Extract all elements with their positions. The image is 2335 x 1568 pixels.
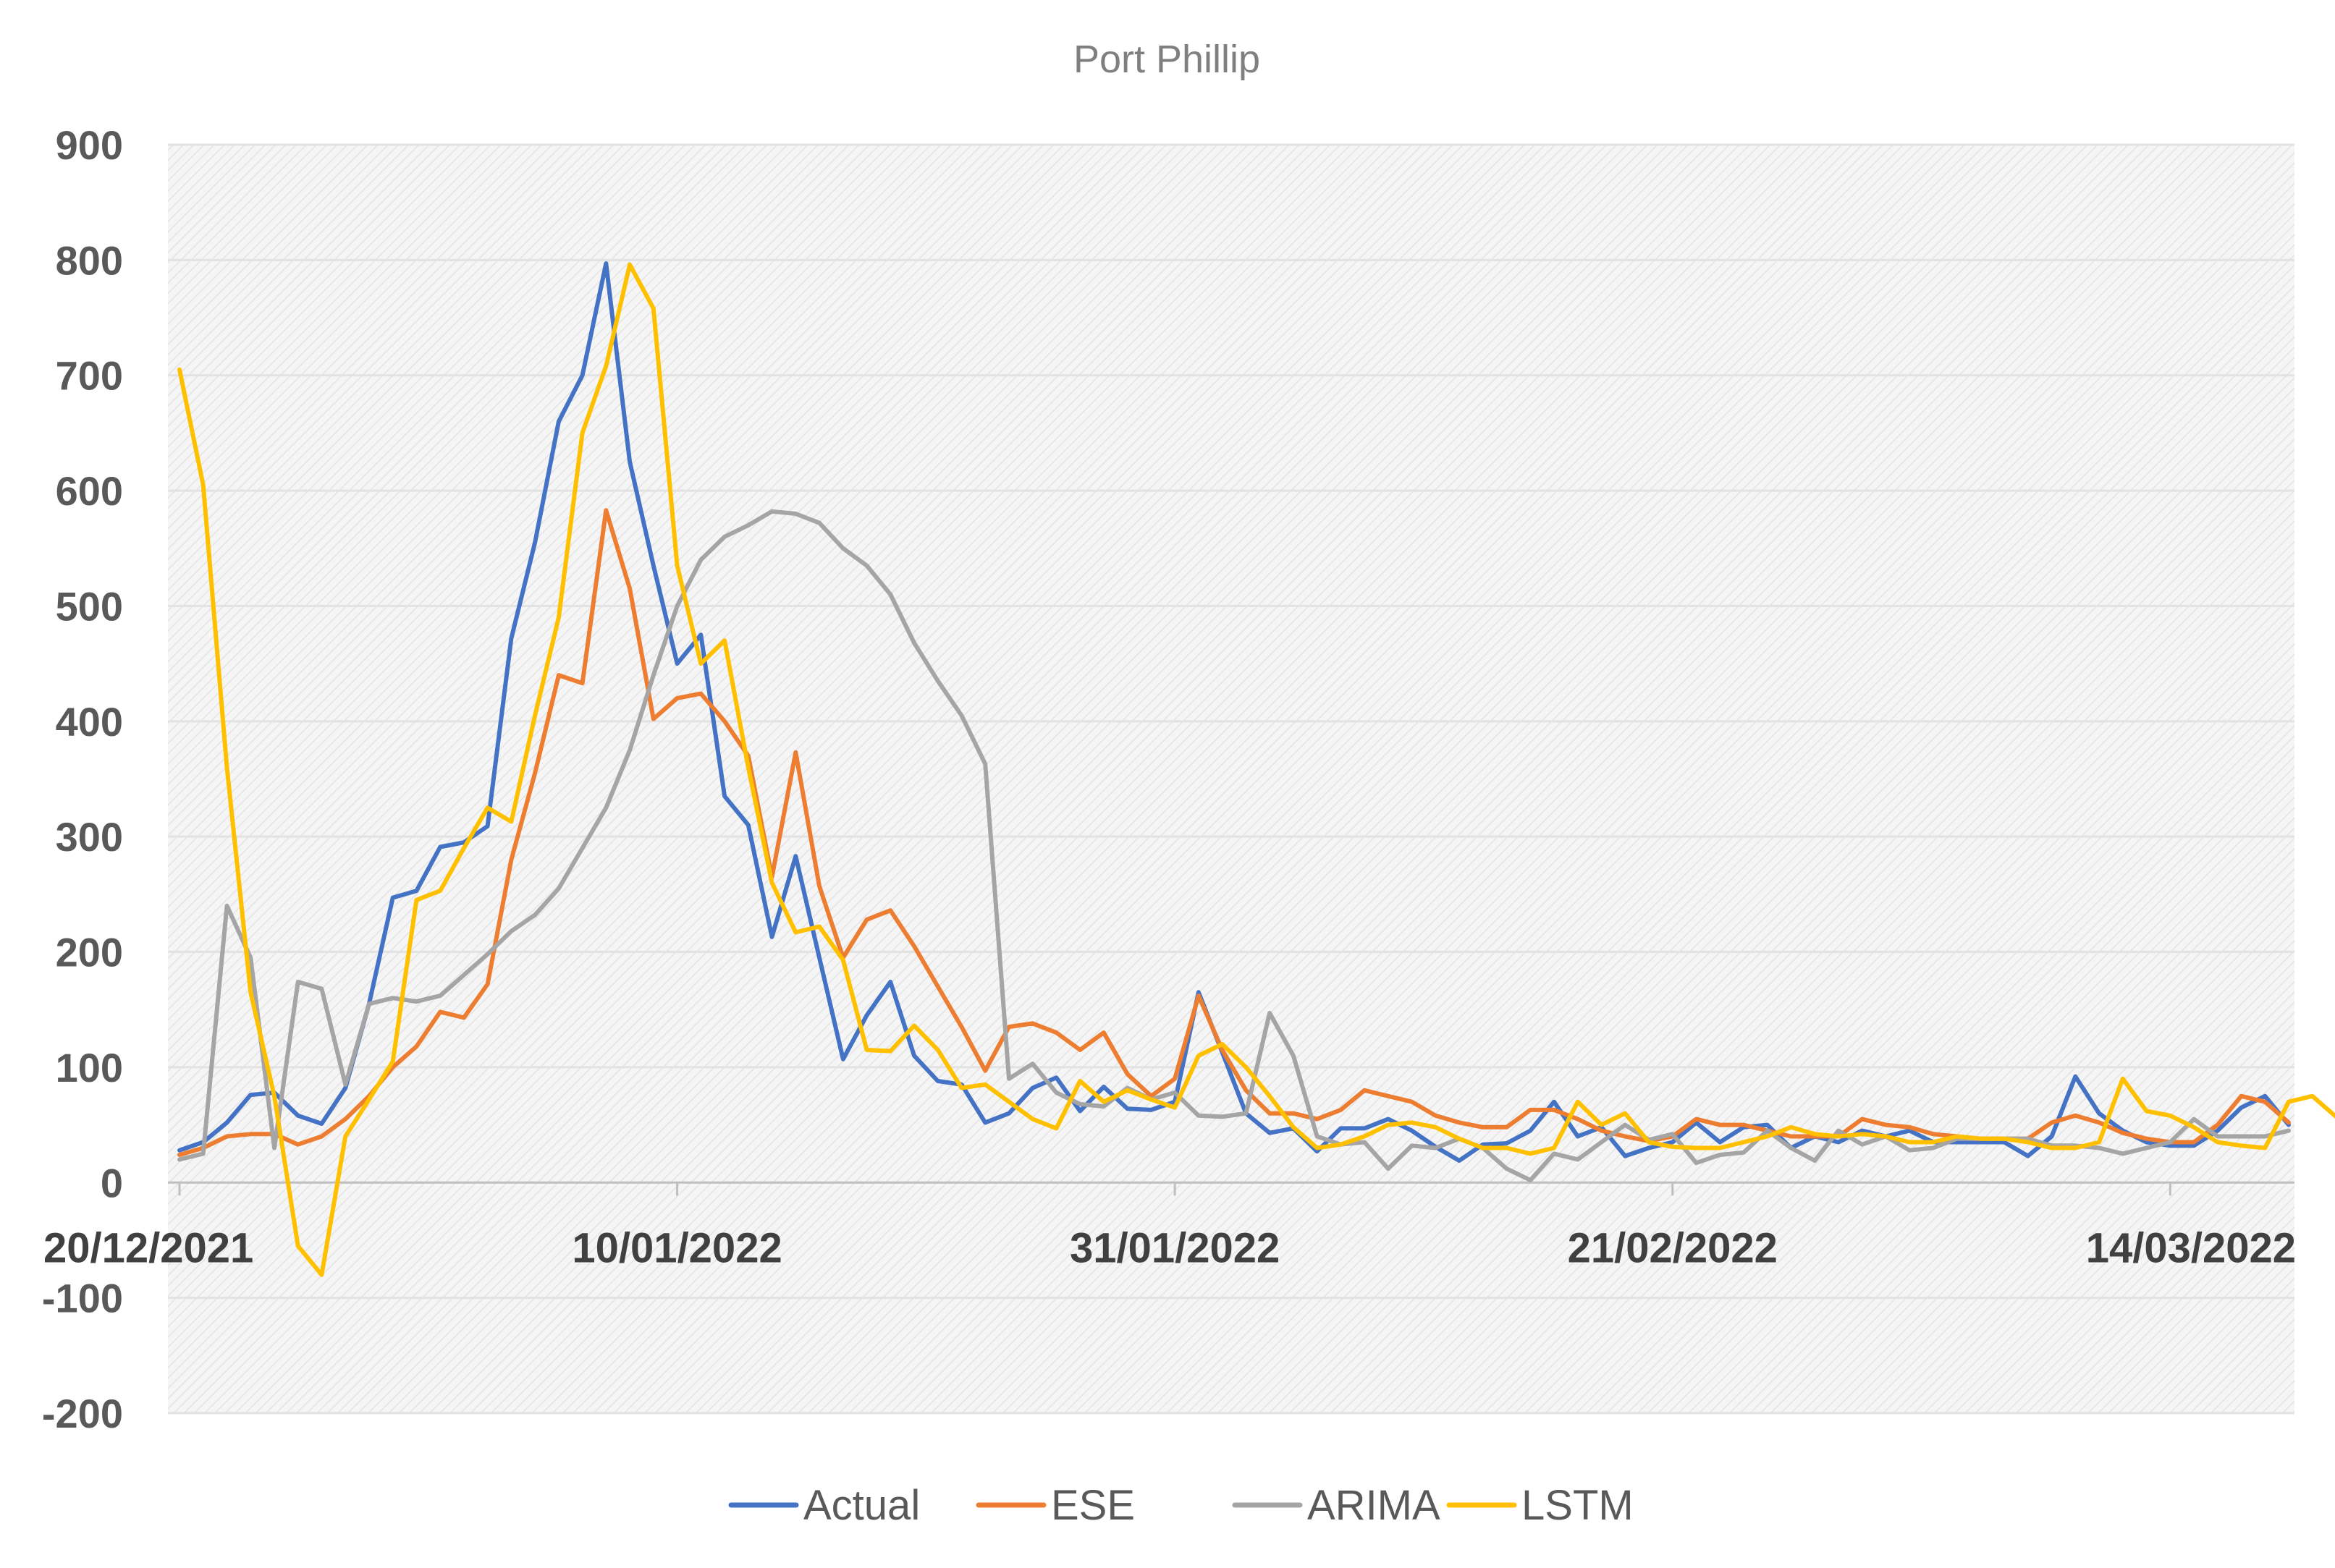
x-tick-label: 21/02/2022 <box>1568 1224 1778 1271</box>
y-tick-label: 200 <box>56 930 123 975</box>
legend-label: Actual <box>803 1482 920 1529</box>
x-tick-label: 20/12/2021 <box>43 1224 253 1271</box>
y-tick-label: 300 <box>56 814 123 860</box>
y-tick-label: 700 <box>56 353 123 399</box>
y-tick-label: 500 <box>56 583 123 629</box>
legend-item-lstm: LSTM <box>1446 1482 1634 1529</box>
series-line-ese <box>177 508 2291 1157</box>
legend-item-arima: ARIMA <box>1232 1482 1440 1529</box>
legend-label: ARIMA <box>1307 1482 1440 1529</box>
y-tick-label: -200 <box>42 1391 123 1436</box>
chart-title: Port Phillip <box>1073 38 1260 81</box>
x-tick-label: 31/01/2022 <box>1070 1224 1280 1271</box>
y-tick-label: -100 <box>42 1276 123 1321</box>
legend-label: ESE <box>1051 1482 1135 1529</box>
x-tick-label: 14/03/2022 <box>2086 1224 2296 1271</box>
legend-item-ese: ESE <box>976 1482 1135 1529</box>
y-tick-label: 400 <box>56 699 123 745</box>
y-axis-ticks: 900 800 700 600 500 400 300 200 100 0 -100 -200 <box>42 122 123 1436</box>
legend-item-actual: Actual <box>728 1482 920 1529</box>
y-tick-label: 100 <box>56 1045 123 1090</box>
legend: Actual ESE ARIMA LSTM <box>728 1482 1634 1529</box>
x-tick-label: 10/01/2022 <box>572 1224 782 1271</box>
y-tick-label: 800 <box>56 237 123 283</box>
legend-label: LSTM <box>1521 1482 1634 1529</box>
series-line-lstm <box>177 262 2335 1277</box>
plot-area <box>168 145 2294 1413</box>
y-tick-label: 900 <box>56 122 123 168</box>
x-axis-ticks: 20/12/2021 10/01/2022 31/01/2022 21/02/2022… <box>43 1182 2296 1271</box>
y-tick-label: 0 <box>101 1160 123 1205</box>
series-lines <box>177 261 2335 1277</box>
y-tick-label: 600 <box>56 468 123 514</box>
series-line-arima <box>177 509 2291 1183</box>
